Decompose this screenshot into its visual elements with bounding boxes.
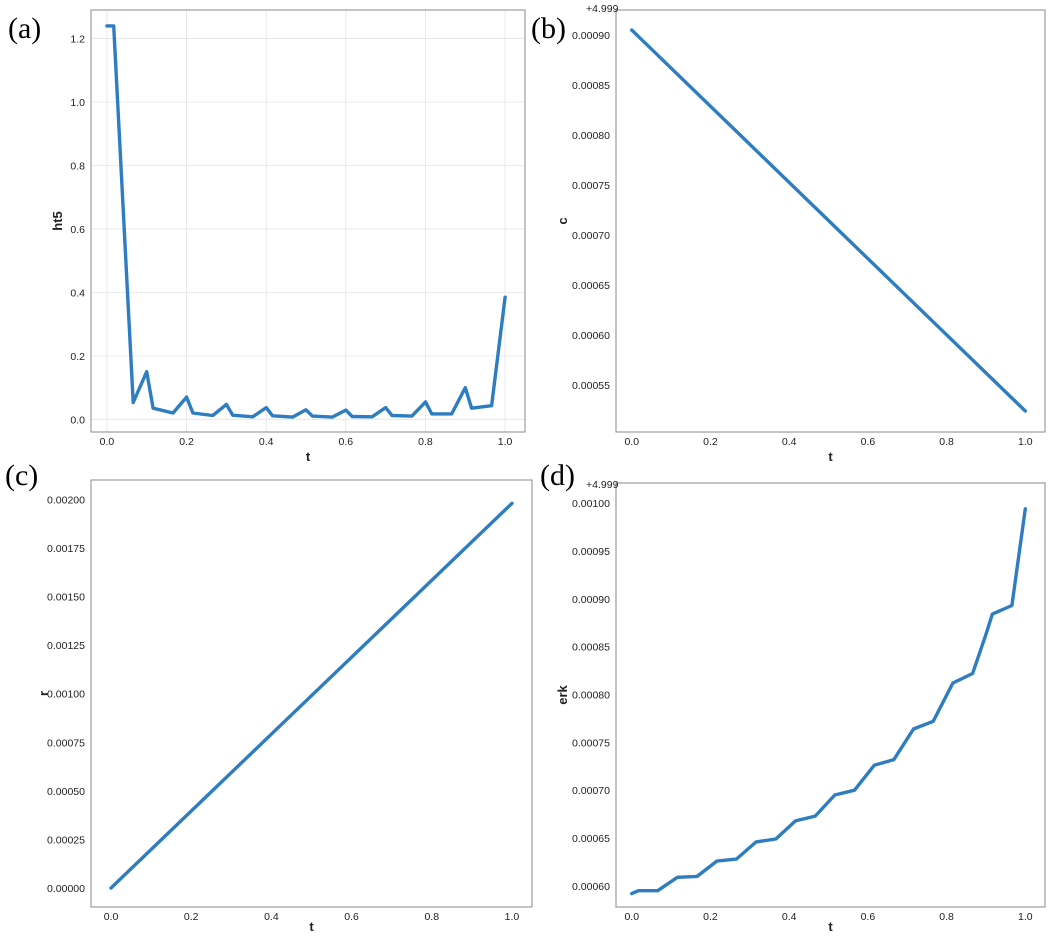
- y-tick-label: 1.0: [70, 97, 85, 109]
- series-line: [105, 24, 507, 419]
- y-tick-label: 0.00100: [572, 498, 610, 510]
- y-tick-label: 0.00025: [47, 834, 85, 846]
- panel-a: (a) 0.0 0.2 0.4 0.6 0.8 1.0 0.0 0.2 0.4 0.6 0.8 1.0 1…: [8, 9, 526, 464]
- x-tick-label: 1.0: [1018, 436, 1033, 448]
- y-tick-label: 0.00100: [47, 689, 85, 701]
- x-tick-label: 0.4: [259, 436, 274, 448]
- y-tick-label: 0.00090: [572, 30, 610, 42]
- x-tick-label: 1.0: [498, 436, 513, 448]
- y-tick-label: 0.00065: [572, 280, 610, 292]
- y-tick-label: 0.00050: [47, 786, 85, 798]
- x-tick-label: 0.0: [624, 911, 639, 923]
- y-tick-label: 0.00060: [572, 330, 610, 342]
- x-tick-label: 0.4: [264, 911, 279, 923]
- x-tick-label: 1.0: [505, 911, 520, 923]
- axis-offset-label: +4.999: [586, 3, 619, 15]
- y-axis-label: c: [555, 217, 570, 224]
- x-tick-label: 0.6: [344, 911, 359, 923]
- x-tick-label: 0.0: [104, 911, 119, 923]
- x-tick-label: 0.4: [782, 911, 797, 923]
- y-tick-label: 0.00055: [572, 380, 610, 392]
- y-tick-label: 0.00090: [572, 594, 610, 606]
- y-tick-label: 0.2: [70, 351, 85, 363]
- plot-frame: [90, 479, 533, 908]
- y-axis-label: r: [36, 691, 51, 696]
- series-line: [630, 507, 1028, 896]
- y-tick-label: 0.6: [70, 224, 85, 236]
- x-tick-label: 0.8: [418, 436, 433, 448]
- y-tick-label: 0.00000: [47, 883, 85, 895]
- x-tick-label: 0.2: [703, 436, 718, 448]
- y-tick-label: 0.00080: [572, 130, 610, 142]
- y-axis-label: ht5: [50, 211, 65, 231]
- panel-label: (d): [540, 459, 575, 492]
- y-tick-label: 0.4: [70, 287, 85, 299]
- y-tick-label: 0.0: [70, 414, 85, 426]
- plot-frame: [90, 9, 526, 433]
- panel-label: (a): [8, 12, 41, 45]
- y-tick-label: 0.00150: [47, 592, 85, 604]
- y-tick-label: 0.00200: [47, 494, 85, 506]
- panel-label: (c): [5, 459, 38, 492]
- y-tick-label: 0.00095: [572, 546, 610, 558]
- x-axis-label: t: [309, 919, 314, 934]
- panel-c: (c) 0.0 0.2 0.4 0.6 0.8 1.0 0.00000 0.00025 0.000…: [5, 459, 533, 934]
- y-tick-label: 0.00075: [572, 737, 610, 749]
- y-axis-label: erk: [555, 684, 570, 704]
- y-tick-label: 0.00085: [572, 642, 610, 654]
- y-tick-label: 1.2: [70, 34, 85, 46]
- series-line: [109, 501, 514, 890]
- x-tick-label: 0.0: [100, 436, 115, 448]
- x-tick-label: 0.8: [424, 911, 439, 923]
- x-tick-label: 0.8: [939, 911, 954, 923]
- x-tick-label: 0.0: [624, 436, 639, 448]
- y-tick-label: 0.00060: [572, 881, 610, 893]
- x-tick-label: 0.2: [703, 911, 718, 923]
- y-tick-label: 0.00075: [47, 737, 85, 749]
- x-tick-label: 0.4: [782, 436, 797, 448]
- x-tick-label: 0.2: [179, 436, 194, 448]
- y-tick-label: 0.00080: [572, 690, 610, 702]
- y-tick-label: 0.00065: [572, 833, 610, 845]
- y-tick-label: 0.00070: [572, 230, 610, 242]
- x-tick-label: 0.8: [939, 436, 954, 448]
- x-axis-label: t: [828, 449, 833, 464]
- axis-offset-label: +4.999: [586, 479, 619, 491]
- plot-frame: [615, 9, 1046, 433]
- y-tick-label: 0.00125: [47, 640, 85, 652]
- y-tick-label: 0.00085: [572, 80, 610, 92]
- x-axis-label: t: [828, 919, 833, 934]
- y-tick-label: 0.00070: [572, 785, 610, 797]
- series-line: [630, 28, 1028, 413]
- x-axis-label: t: [306, 449, 311, 464]
- panel-b: (b) 0.0 0.2 0.4 0.6 0.8 1.0 0.00055 0.00060 0.000…: [531, 3, 1046, 464]
- y-tick-label: 0.00075: [572, 180, 610, 192]
- y-tick-label: 0.00175: [47, 543, 85, 555]
- x-tick-label: 0.6: [861, 436, 876, 448]
- x-tick-label: 0.6: [339, 436, 354, 448]
- plot-frame: [615, 482, 1046, 908]
- panel-d: (d) 0.0 0.2 0.4 0.6 0.8 1.0 0.00060 0.00065 0.000…: [540, 459, 1046, 934]
- y-tick-label: 0.8: [70, 160, 85, 172]
- panel-label: (b): [531, 12, 566, 45]
- x-tick-label: 0.2: [184, 911, 199, 923]
- x-tick-label: 1.0: [1018, 911, 1033, 923]
- x-tick-label: 0.6: [861, 911, 876, 923]
